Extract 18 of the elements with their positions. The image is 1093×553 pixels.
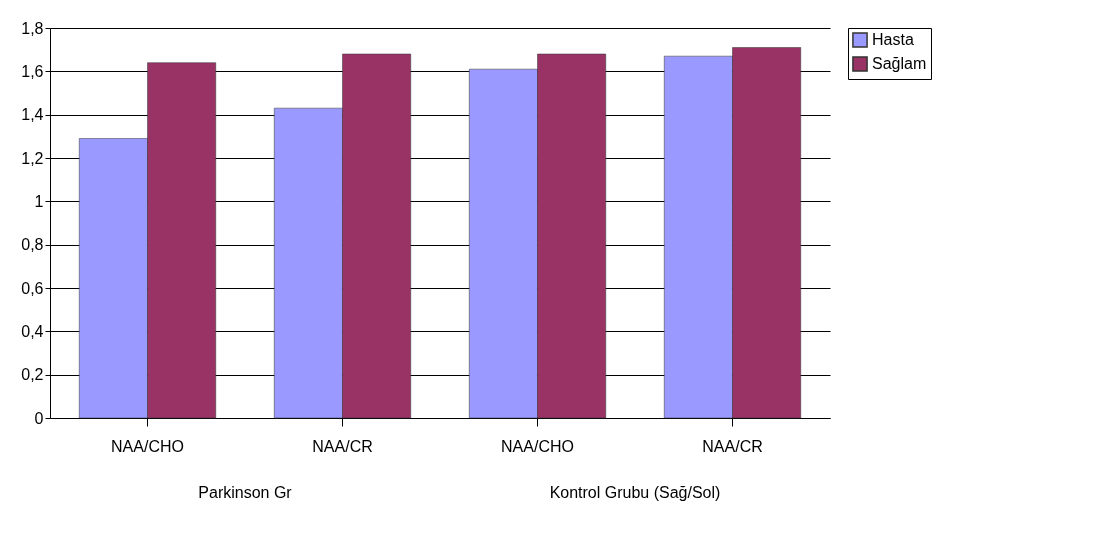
y-tick-label: 1 [34,192,44,210]
legend-label: Sağlam [872,55,927,72]
y-tick-label: 0 [34,409,44,427]
text: Kontrol Grubu (Sağ/Sol) [549,484,721,501]
y-tick-label: 1,4 [21,106,44,124]
y-tick-label: 0,8 [21,236,44,254]
x-tick-label: NAA/CR [702,437,763,455]
y-tick-label: 0,2 [21,366,44,384]
x-tick-label: NAA/CHO [111,437,184,455]
x-tick-label: NAA/CHO [501,437,574,455]
y-tick-label: 1,8 [21,19,44,37]
x-tick-label: NAA/CR [312,437,373,455]
y-tick-label: 1,2 [21,149,44,167]
y-tick-label: 0,6 [21,279,44,297]
text: Parkinson Gr [198,484,293,501]
y-tick-label: 0,4 [21,322,44,340]
y-tick-label: 1,6 [21,62,44,80]
legend-label: Hasta [872,31,914,48]
